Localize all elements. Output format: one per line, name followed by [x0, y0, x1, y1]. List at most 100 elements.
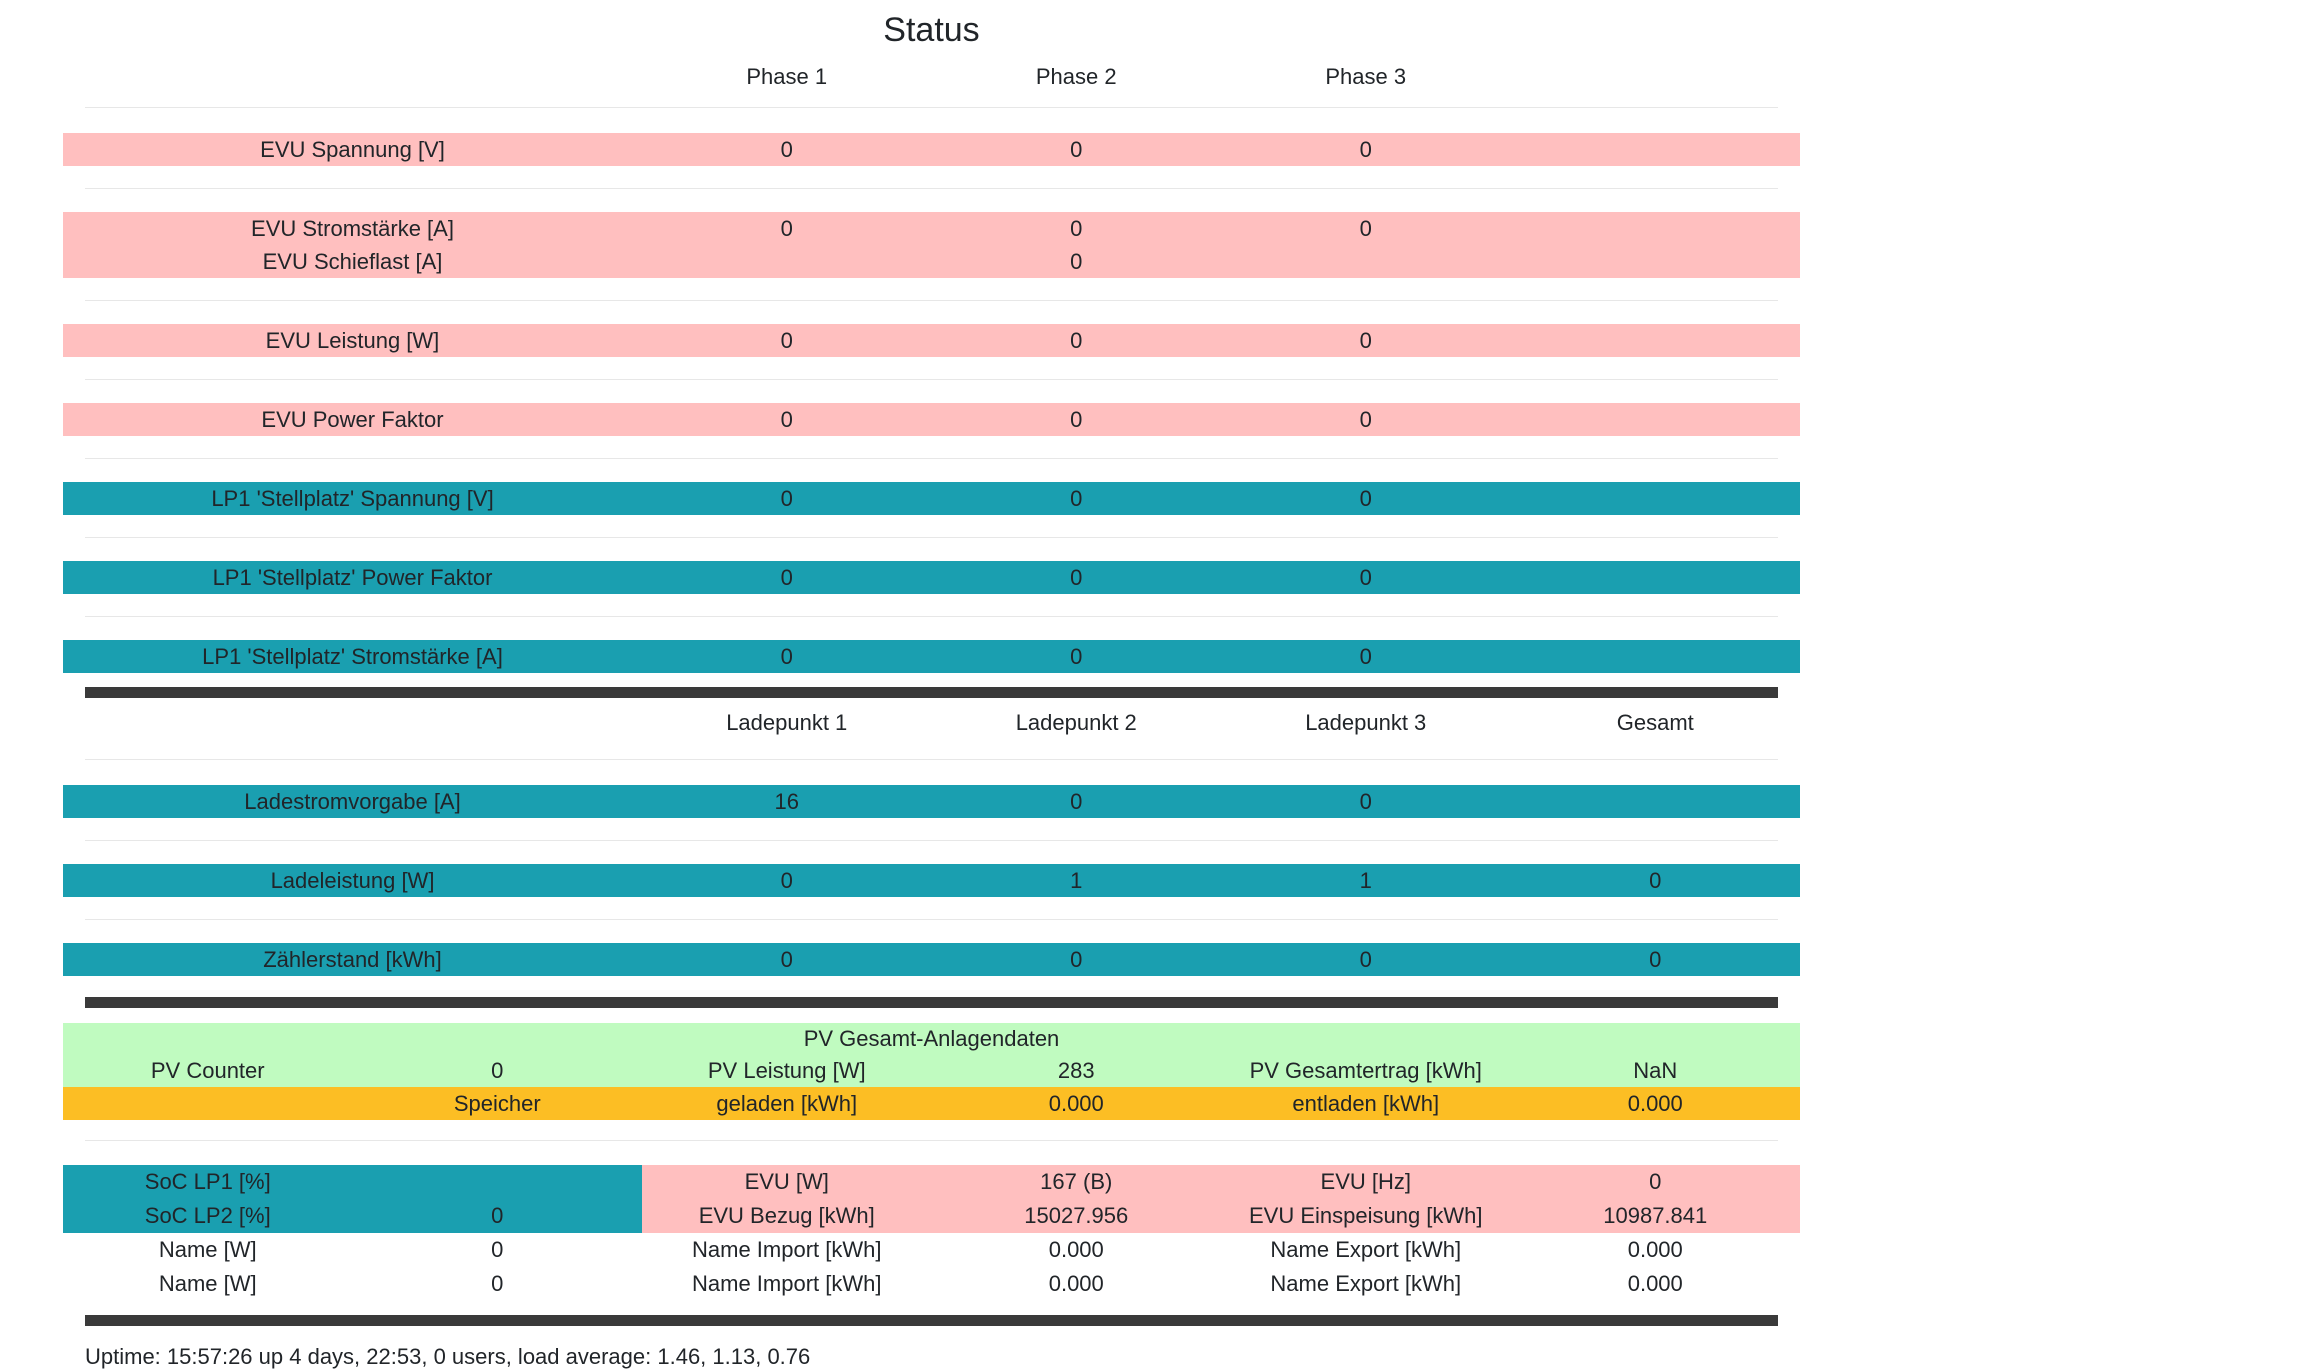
row-label: EVU Spannung [V] — [260, 137, 445, 162]
cell-value: 0 — [780, 407, 793, 432]
cell-value: 0 — [1070, 249, 1083, 274]
cell-value: 0 — [1359, 407, 1372, 432]
divider — [85, 919, 1778, 920]
divider — [85, 300, 1778, 301]
section-rule — [85, 997, 1778, 1008]
evu-hz-value: 0 — [1510, 1165, 1800, 1199]
name-export-value: 0.000 — [1627, 1271, 1683, 1296]
pv-gesamtertrag-value: NaN — [1633, 1058, 1678, 1083]
phase-header-row: Phase 1 Phase 2 Phase 3 — [63, 60, 1800, 93]
cell-value: 0 — [1070, 328, 1083, 353]
row-label: EVU Stromstärke [A] — [251, 216, 454, 241]
name-export-label: Name Export [kWh] — [1270, 1271, 1462, 1296]
name-import-label: Name Import [kWh] — [692, 1237, 882, 1262]
divider — [85, 616, 1778, 617]
storage-entladen-value: 0.000 — [1627, 1091, 1683, 1116]
name-import-value: 0.000 — [1048, 1271, 1104, 1296]
storage-cell — [63, 1087, 353, 1120]
cell-value: 0 — [780, 947, 793, 972]
cell-value: 0 — [1070, 947, 1083, 972]
storage-entladen-label: entladen [kWh] — [1292, 1091, 1440, 1116]
cell-value: 0 — [780, 868, 793, 893]
cell-value: 1 — [1359, 868, 1372, 893]
divider — [85, 188, 1778, 189]
row-lp1-spannung: LP1 'Stellplatz' Spannung [V] 0 0 0 — [63, 482, 1800, 515]
cell-value: 0 — [1070, 789, 1083, 814]
ladepunkt-1-header: Ladepunkt 1 — [726, 710, 848, 735]
cell-value: 0 — [1359, 644, 1372, 669]
cell-value: 0 — [780, 328, 793, 353]
soc-lp1-label: SoC LP1 [%] — [63, 1165, 353, 1199]
evu-bezug-label: EVU Bezug [kWh] — [642, 1199, 932, 1233]
divider — [85, 107, 1778, 108]
cell-value — [1221, 245, 1511, 278]
summary-row-soc1-evu: SoC LP1 [%] EVU [W] 167 (B) EVU [Hz] 0 — [63, 1165, 1800, 1199]
cell-value: 0 — [1359, 137, 1372, 162]
divider — [85, 840, 1778, 841]
phase-3-header: Phase 3 — [1325, 64, 1407, 89]
row-ladestromvorgabe: Ladestromvorgabe [A] 16 0 0 — [63, 785, 1800, 818]
chargepoint-header-row: Ladepunkt 1 Ladepunkt 2 Ladepunkt 3 Gesa… — [63, 706, 1800, 739]
cell-value: 0 — [1649, 868, 1662, 893]
cell-value: 0 — [780, 486, 793, 511]
status-page: Status Phase 1 Phase 2 Phase 3 EVU Spann… — [63, 6, 1800, 1326]
phase-1-header: Phase 1 — [746, 64, 828, 89]
name-w-value: 0 — [491, 1237, 504, 1262]
row-label: Ladestromvorgabe [A] — [244, 789, 461, 814]
cell-value: 16 — [774, 789, 799, 814]
gesamt-header: Gesamt — [1616, 710, 1694, 735]
summary-row-soc2-bezug: SoC LP2 [%] 0 EVU Bezug [kWh] 15027.956 … — [63, 1199, 1800, 1233]
cell-value: 0 — [1070, 216, 1083, 241]
cell-value: 0 — [1359, 947, 1372, 972]
pv-section: PV Gesamt-Anlagendaten PV Counter 0 PV L… — [63, 1023, 1800, 1120]
divider — [85, 1140, 1778, 1141]
soc-lp2-value: 0 — [352, 1199, 642, 1233]
ladepunkt-2-header: Ladepunkt 2 — [1015, 710, 1137, 735]
row-zaehlerstand: Zählerstand [kWh] 0 0 0 0 — [63, 943, 1800, 976]
cell-value — [1511, 785, 1801, 818]
row-label: LP1 'Stellplatz' Spannung [V] — [211, 486, 494, 511]
row-ladeleistung: Ladeleistung [W] 0 1 1 0 — [63, 864, 1800, 897]
ladepunkt-3-header: Ladepunkt 3 — [1305, 710, 1427, 735]
row-lp1-stromstaerke: LP1 'Stellplatz' Stromstärke [A] 0 0 0 — [63, 640, 1800, 673]
cell-value: 0 — [1359, 216, 1372, 241]
storage-geladen-label: geladen [kWh] — [716, 1091, 858, 1116]
row-evu-stromstaerke-schieflast: EVU Stromstärke [A] 0 0 0 EVU Schieflast… — [63, 212, 1800, 278]
divider — [85, 379, 1778, 380]
cell-value: 0 — [1070, 565, 1083, 590]
cell-value: 0 — [1070, 644, 1083, 669]
uptime-text: Uptime: 15:57:26 up 4 days, 22:53, 0 use… — [85, 1344, 811, 1369]
evu-bezug-value: 15027.956 — [931, 1199, 1221, 1233]
divider — [85, 458, 1778, 459]
row-label: EVU Power Faktor — [261, 407, 444, 432]
row-evu-power-faktor: EVU Power Faktor 0 0 0 — [63, 403, 1800, 436]
cell-value: 0 — [1070, 486, 1083, 511]
row-evu-spannung: EVU Spannung [V] 0 0 0 — [63, 133, 1800, 166]
evu-einspeisung-label: EVU Einspeisung [kWh] — [1221, 1199, 1511, 1233]
evu-hz-label: EVU [Hz] — [1221, 1165, 1511, 1199]
divider — [85, 759, 1778, 760]
phase-2-header: Phase 2 — [1035, 64, 1117, 89]
cell-value: 0 — [1070, 407, 1083, 432]
storage-label: Speicher — [453, 1091, 541, 1116]
name-import-label: Name Import [kWh] — [692, 1271, 882, 1296]
divider — [85, 537, 1778, 538]
cell-value: 0 — [1359, 486, 1372, 511]
row-label: EVU Schieflast [A] — [262, 249, 443, 274]
row-label: Zählerstand [kWh] — [263, 947, 442, 972]
pv-counter-label: PV Counter — [150, 1058, 265, 1083]
row-label: LP1 'Stellplatz' Power Faktor — [212, 565, 493, 590]
storage-geladen-value: 0.000 — [1048, 1091, 1104, 1116]
evu-w-label: EVU [W] — [642, 1165, 932, 1199]
summary-row-name-2: Name [W] 0 Name Import [kWh] 0.000 Name … — [63, 1267, 1800, 1301]
pv-leistung-value: 283 — [1057, 1058, 1095, 1083]
cell-value: 0 — [780, 644, 793, 669]
name-import-value: 0.000 — [1048, 1237, 1104, 1262]
pv-green-block: PV Gesamt-Anlagendaten PV Counter 0 PV L… — [63, 1023, 1800, 1087]
row-lp1-power-faktor: LP1 'Stellplatz' Power Faktor 0 0 0 — [63, 561, 1800, 594]
cell-value: 0 — [1359, 328, 1372, 353]
row-evu-leistung: EVU Leistung [W] 0 0 0 — [63, 324, 1800, 357]
summary-row-name-1: Name [W] 0 Name Import [kWh] 0.000 Name … — [63, 1233, 1800, 1267]
name-w-value: 0 — [491, 1271, 504, 1296]
pv-counter-value: 0 — [491, 1058, 504, 1083]
